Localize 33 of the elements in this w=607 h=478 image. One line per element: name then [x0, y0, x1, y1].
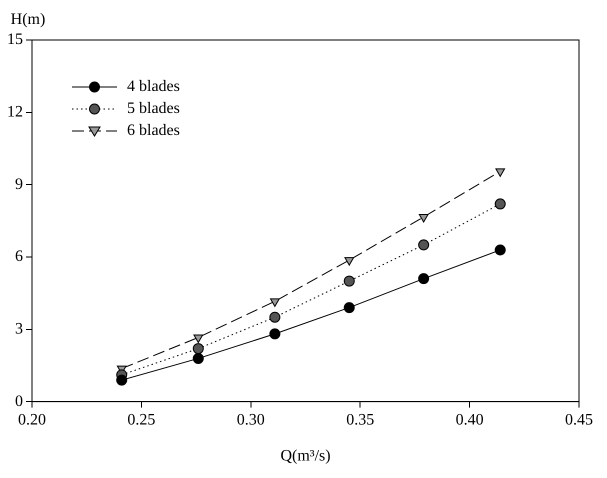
point	[269, 328, 280, 340]
y-tick-label: 6	[15, 248, 23, 266]
x-tick-label: 0.25	[127, 411, 156, 428]
y-tick-label: 0	[15, 392, 23, 410]
point	[494, 244, 506, 256]
y-axis-title: H(m)	[10, 11, 46, 28]
point	[344, 276, 355, 287]
legend-label: 4 blades	[127, 78, 180, 96]
x-tick-label: 0.35	[346, 411, 374, 428]
point	[418, 239, 430, 250]
point	[270, 298, 280, 307]
legend-label: 5 blades	[127, 100, 180, 118]
y-tick-label: 3	[15, 320, 23, 338]
y-tick-label: 9	[15, 176, 23, 193]
x-tick-label: 0.20	[18, 411, 46, 428]
y-tick-label: 12	[7, 104, 23, 121]
point	[193, 334, 204, 343]
point	[418, 214, 428, 222]
point	[494, 198, 506, 210]
x-axis-title: Q(m³/s)	[280, 448, 331, 465]
x-tick-label: 0.30	[236, 411, 265, 428]
point	[192, 343, 204, 354]
x-tick-label: 0.45	[565, 411, 593, 428]
point	[344, 302, 355, 314]
point	[418, 273, 430, 284]
x-tick-label: 0.40	[456, 411, 484, 428]
y-tick-label: 15	[7, 31, 23, 48]
point	[344, 257, 354, 266]
point	[495, 168, 506, 177]
legend-label: 6 blades	[127, 122, 180, 140]
point	[116, 374, 128, 386]
point	[269, 312, 280, 323]
point	[192, 352, 204, 364]
